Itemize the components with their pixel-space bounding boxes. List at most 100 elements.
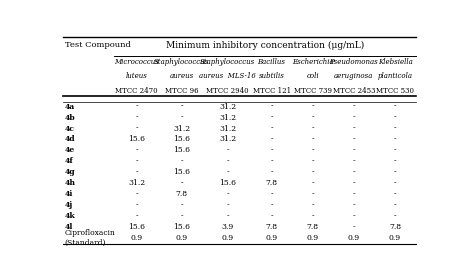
Text: luteus: luteus [126, 72, 148, 80]
Text: 31.2: 31.2 [128, 179, 146, 187]
Text: 0.9: 0.9 [131, 234, 143, 242]
Text: -: - [311, 190, 314, 198]
Text: Minimum inhibitory concentration (μg/mL): Minimum inhibitory concentration (μg/mL) [166, 41, 364, 50]
Text: 4k: 4k [65, 212, 75, 220]
Text: 0.9: 0.9 [307, 234, 319, 242]
Text: -: - [311, 103, 314, 111]
Text: -: - [353, 136, 355, 144]
Text: 7.8: 7.8 [265, 179, 278, 187]
Text: -: - [270, 157, 273, 165]
Text: -: - [136, 157, 138, 165]
Text: Klebsiella: Klebsiella [378, 58, 412, 66]
Text: MTCC 2940: MTCC 2940 [206, 87, 249, 95]
Text: -: - [311, 168, 314, 176]
Text: -: - [394, 146, 396, 154]
Text: 4i: 4i [65, 190, 73, 198]
Text: Staphylococcus: Staphylococcus [200, 58, 255, 66]
Text: 15.6: 15.6 [173, 136, 190, 144]
Text: -: - [270, 113, 273, 121]
Text: aeruginosa: aeruginosa [334, 72, 374, 80]
Text: 7.8: 7.8 [265, 223, 278, 231]
Text: -: - [353, 157, 355, 165]
Text: -: - [311, 124, 314, 132]
Text: 15.6: 15.6 [173, 168, 190, 176]
Text: 4l: 4l [65, 223, 73, 231]
Text: 0.9: 0.9 [348, 234, 360, 242]
Text: -: - [270, 103, 273, 111]
Text: -: - [226, 146, 229, 154]
Text: -: - [311, 201, 314, 209]
Text: 4h: 4h [65, 179, 76, 187]
Text: -: - [353, 190, 355, 198]
Text: -: - [311, 136, 314, 144]
Text: 7.8: 7.8 [389, 223, 401, 231]
Text: 4g: 4g [65, 168, 75, 176]
Text: -: - [180, 157, 183, 165]
Text: -: - [226, 190, 229, 198]
Text: 31.2: 31.2 [219, 103, 236, 111]
Text: -: - [311, 179, 314, 187]
Text: -: - [353, 212, 355, 220]
Text: -: - [136, 212, 138, 220]
Text: -: - [394, 113, 396, 121]
Text: Ciprofloxacin
(Standard): Ciprofloxacin (Standard) [65, 229, 116, 247]
Text: 4f: 4f [65, 157, 73, 165]
Text: -: - [353, 146, 355, 154]
Text: 15.6: 15.6 [219, 179, 236, 187]
Text: 4a: 4a [65, 103, 75, 111]
Text: -: - [353, 179, 355, 187]
Text: -: - [311, 113, 314, 121]
Text: 31.2: 31.2 [219, 124, 236, 132]
Text: -: - [226, 212, 229, 220]
Text: -: - [270, 212, 273, 220]
Text: MTCC 739: MTCC 739 [294, 87, 332, 95]
Text: -: - [353, 113, 355, 121]
Text: 0.9: 0.9 [265, 234, 278, 242]
Text: MTCC 96: MTCC 96 [165, 87, 199, 95]
Text: -: - [311, 212, 314, 220]
Text: 31.2: 31.2 [173, 124, 190, 132]
Text: Micrococcus: Micrococcus [114, 58, 159, 66]
Text: -: - [311, 157, 314, 165]
Text: -: - [136, 124, 138, 132]
Text: -: - [353, 168, 355, 176]
Text: -: - [226, 201, 229, 209]
Text: subtilis: subtilis [259, 72, 284, 80]
Text: -: - [270, 201, 273, 209]
Text: -: - [270, 168, 273, 176]
Text: -: - [353, 124, 355, 132]
Text: 15.6: 15.6 [173, 223, 190, 231]
Text: 4d: 4d [65, 136, 75, 144]
Text: Pseudomonas: Pseudomonas [329, 58, 378, 66]
Text: aureus: aureus [169, 72, 194, 80]
Text: -: - [136, 168, 138, 176]
Text: -: - [394, 136, 396, 144]
Text: -: - [394, 124, 396, 132]
Text: 4c: 4c [65, 124, 75, 132]
Text: -: - [270, 124, 273, 132]
Text: MTCC 2453: MTCC 2453 [333, 87, 375, 95]
Text: 4j: 4j [65, 201, 73, 209]
Text: 0.9: 0.9 [175, 234, 188, 242]
Text: 0.9: 0.9 [221, 234, 234, 242]
Text: Escherichia: Escherichia [292, 58, 334, 66]
Text: -: - [394, 103, 396, 111]
Text: planticola: planticola [377, 72, 412, 80]
Text: -: - [226, 168, 229, 176]
Text: 3.9: 3.9 [221, 223, 234, 231]
Text: -: - [353, 103, 355, 111]
Text: Test Compound: Test Compound [65, 41, 131, 49]
Text: -: - [180, 201, 183, 209]
Text: -: - [270, 190, 273, 198]
Text: 7.8: 7.8 [175, 190, 188, 198]
Text: -: - [180, 103, 183, 111]
Text: 15.6: 15.6 [173, 146, 190, 154]
Text: 7.8: 7.8 [307, 223, 319, 231]
Text: -: - [394, 212, 396, 220]
Text: coli: coli [306, 72, 319, 80]
Text: -: - [180, 179, 183, 187]
Text: -: - [394, 157, 396, 165]
Text: -: - [353, 201, 355, 209]
Text: 15.6: 15.6 [128, 136, 145, 144]
Text: aureus  MLS-16: aureus MLS-16 [199, 72, 256, 80]
